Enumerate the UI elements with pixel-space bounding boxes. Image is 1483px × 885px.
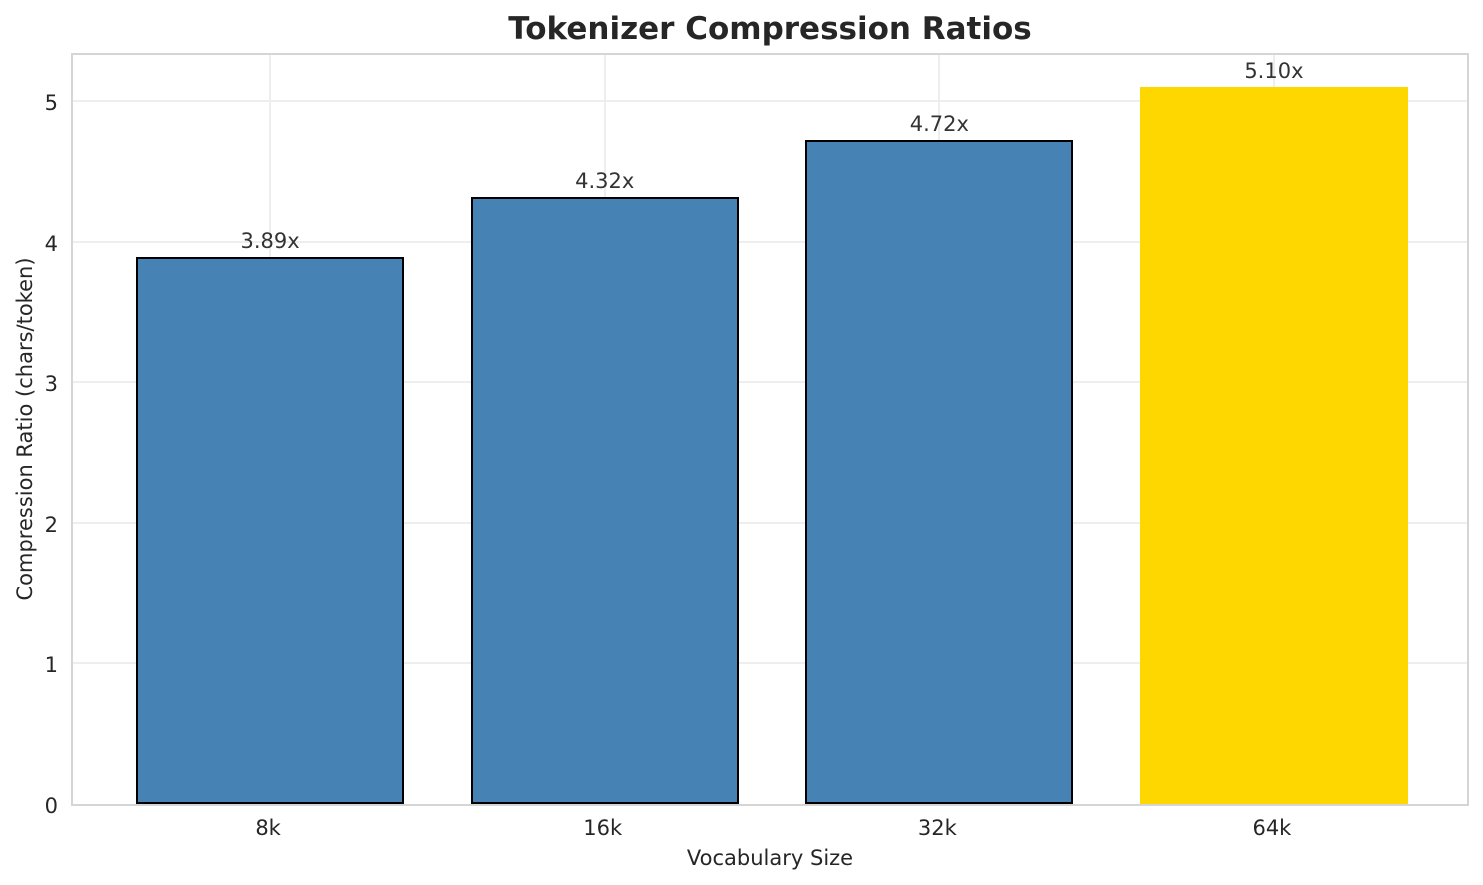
x-axis-label: Vocabulary Size <box>686 846 854 870</box>
bar-32k <box>805 140 1074 804</box>
y-tick-2: 2 <box>44 512 58 537</box>
bar-64k <box>1140 86 1408 804</box>
y-tick-3: 3 <box>44 372 58 397</box>
bar-value-label-32k: 4.72x <box>909 112 969 137</box>
x-tick-64k: 64k <box>1252 816 1292 840</box>
bar-value-label-16k: 4.32x <box>575 168 635 193</box>
x-tick-16k: 16k <box>583 816 623 840</box>
gridline-horizontal-1 <box>73 662 1467 665</box>
y-tick-5: 5 <box>44 90 58 115</box>
plot-area: 3.89x 4.32x 4.72x 5.10x <box>71 53 1469 806</box>
x-tick-8k: 8k <box>255 816 281 840</box>
gridline-horizontal-2 <box>73 521 1467 524</box>
bar-8k <box>136 257 404 804</box>
gridline-horizontal-5 <box>73 99 1467 102</box>
bar-16k <box>470 196 739 804</box>
bar-value-label-64k: 5.10x <box>1244 58 1304 83</box>
gridline-horizontal-4 <box>73 240 1467 243</box>
y-tick-1: 1 <box>44 653 58 678</box>
y-tick-4: 4 <box>44 231 58 256</box>
bar-value-label-8k: 3.89x <box>240 229 300 254</box>
y-tick-0: 0 <box>44 794 58 818</box>
x-tick-32k: 32k <box>917 816 957 840</box>
gridline-horizontal-3 <box>73 381 1467 384</box>
y-axis-label: Compression Ratio (chars/token) <box>13 257 37 601</box>
chart-title: Tokenizer Compression Ratios <box>508 11 1032 47</box>
